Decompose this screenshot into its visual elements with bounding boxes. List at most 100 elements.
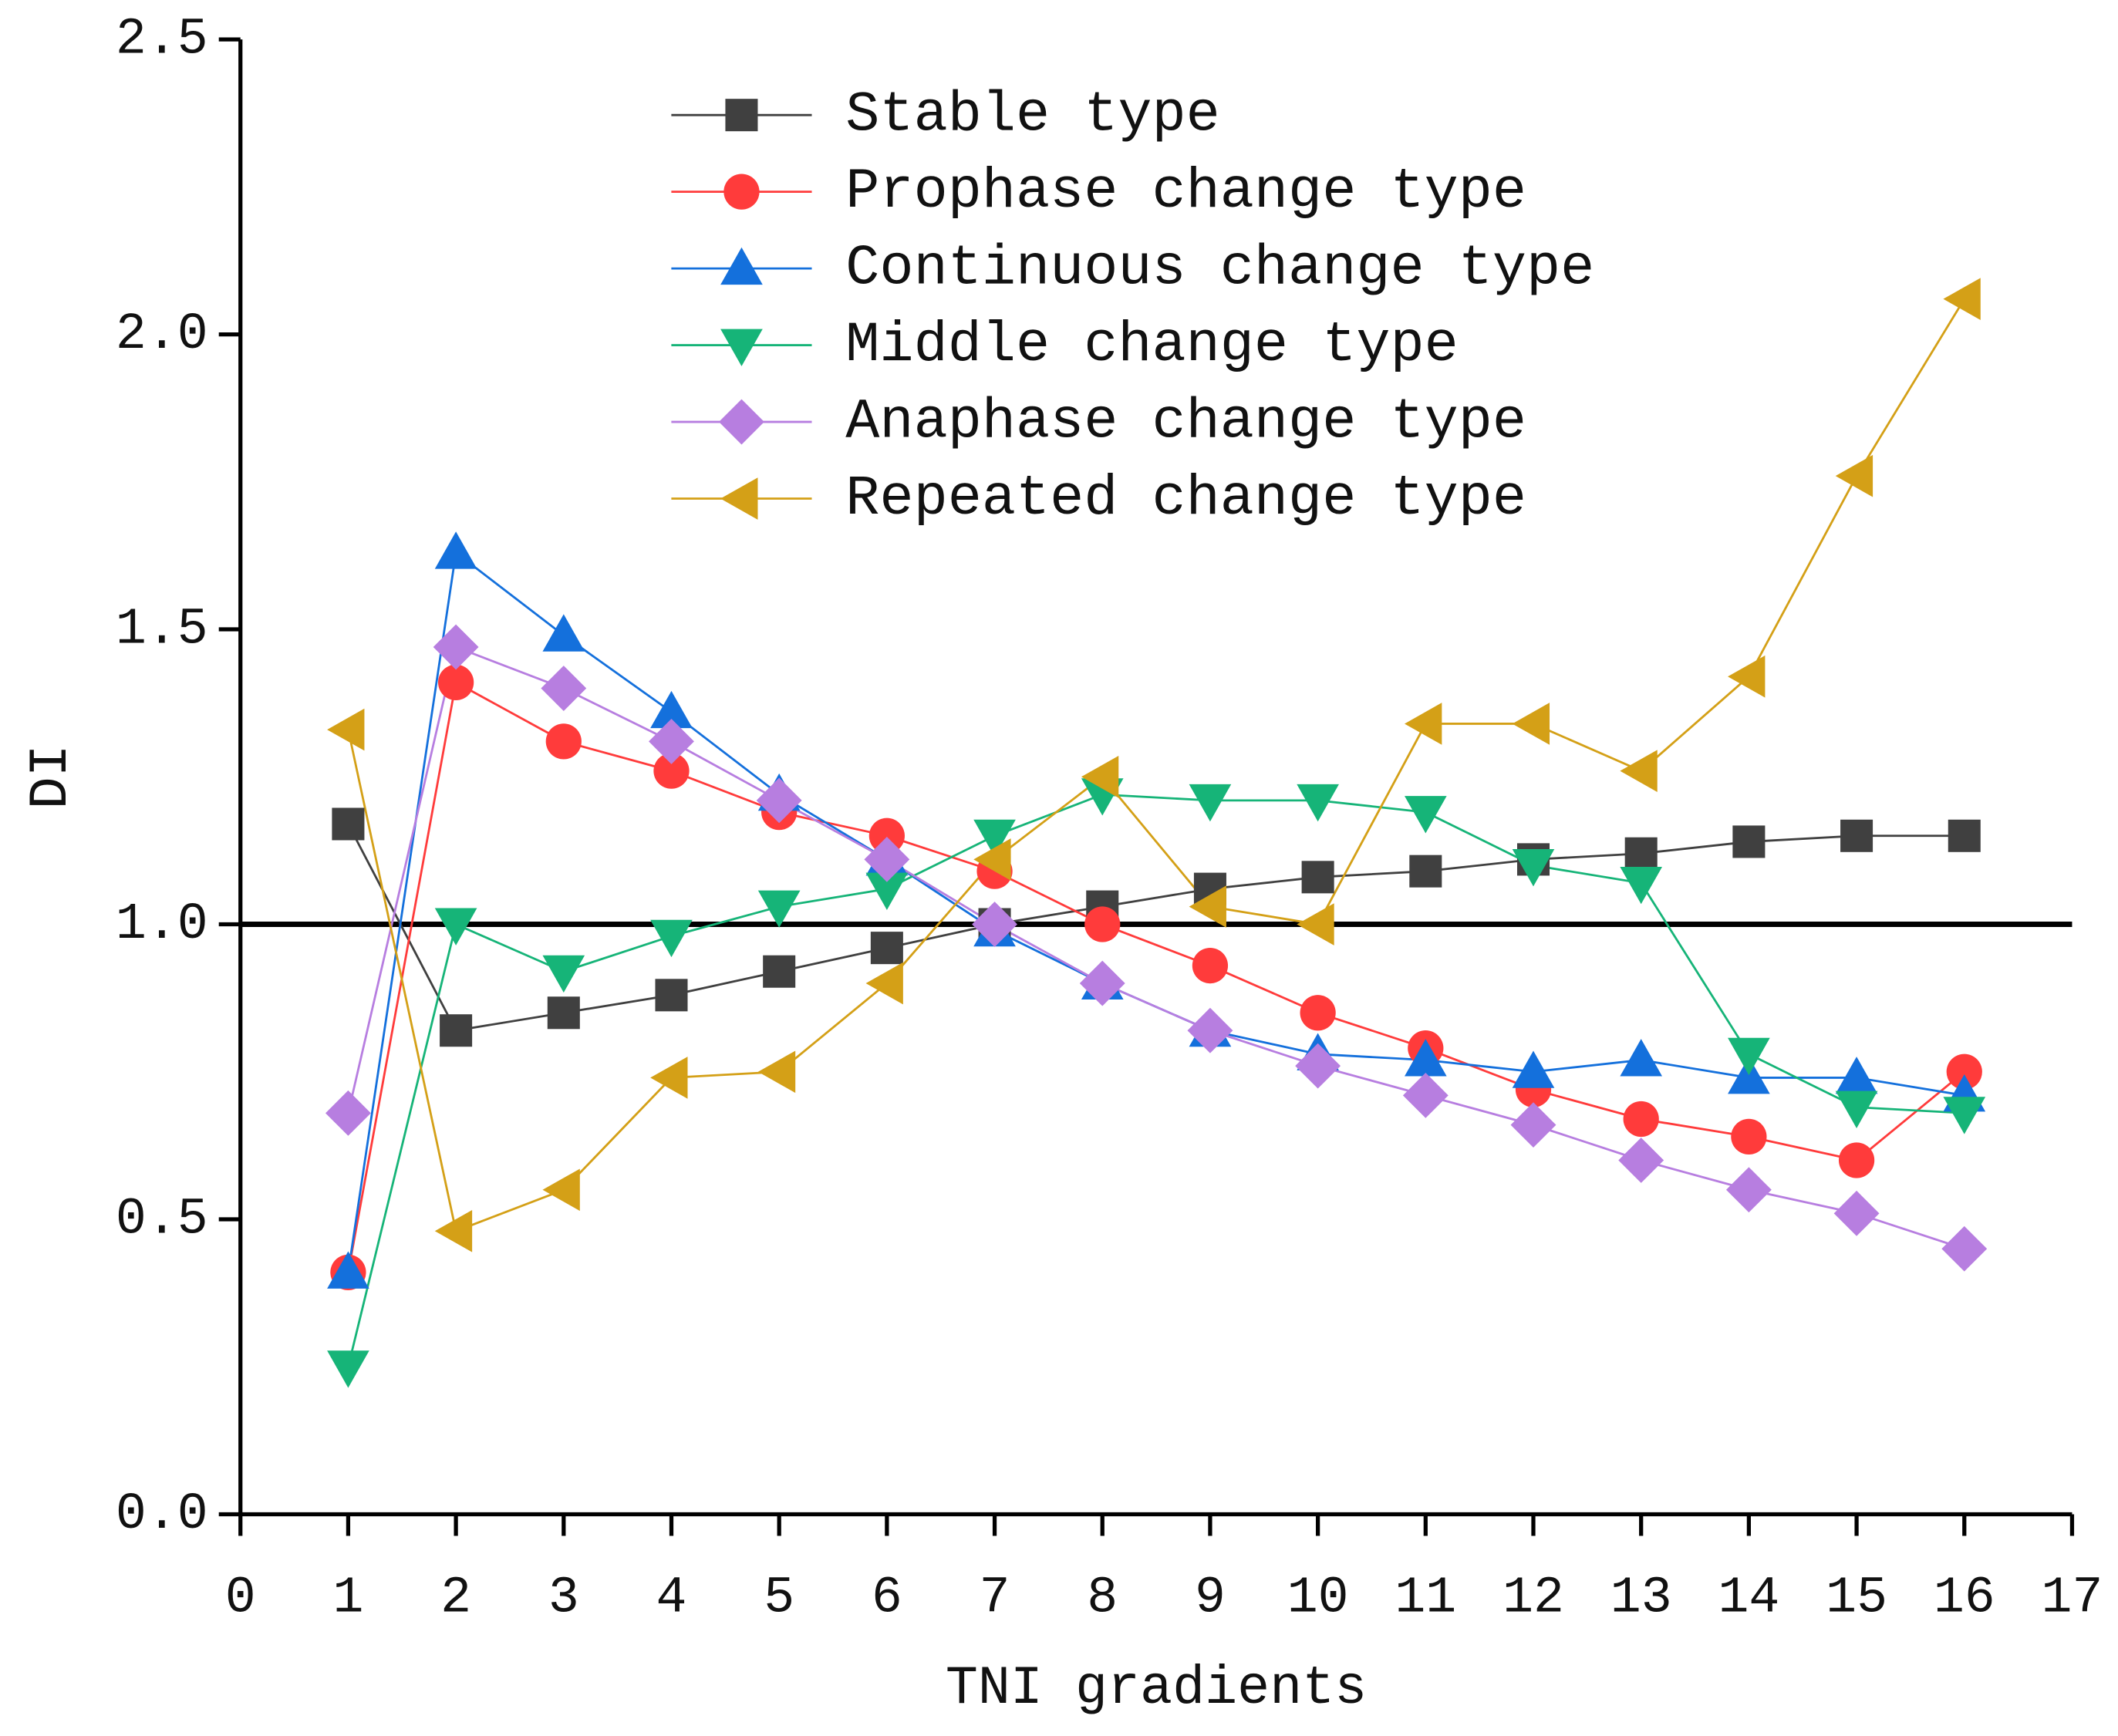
x-tick-label: 6 bbox=[872, 1569, 902, 1627]
data-point bbox=[542, 1168, 580, 1212]
series-line bbox=[347, 551, 1965, 1273]
x-tick-label: 16 bbox=[1934, 1569, 1995, 1627]
data-point bbox=[1732, 825, 1766, 858]
data-point bbox=[434, 531, 477, 569]
data-point bbox=[1404, 1039, 1447, 1077]
y-tick-label: 2.0 bbox=[116, 305, 208, 363]
data-point bbox=[1624, 837, 1658, 870]
data-point bbox=[1835, 1057, 1878, 1094]
data-point bbox=[972, 902, 1017, 947]
data-point bbox=[1297, 784, 1339, 822]
data-point bbox=[1620, 866, 1663, 905]
data-point bbox=[1620, 1039, 1663, 1077]
data-point bbox=[1512, 703, 1550, 745]
data-point bbox=[1840, 819, 1873, 852]
data-point bbox=[434, 1209, 473, 1252]
data-point bbox=[1948, 819, 1981, 852]
legend-label: Anaphase change type bbox=[845, 390, 1526, 454]
series-line bbox=[347, 680, 1965, 1273]
x-tick-label: 5 bbox=[764, 1569, 794, 1627]
legend-marker bbox=[723, 174, 760, 210]
data-point bbox=[650, 919, 693, 958]
data-point bbox=[1943, 1097, 1986, 1134]
data-point bbox=[1510, 1102, 1556, 1148]
data-point bbox=[1295, 1043, 1341, 1089]
data-point bbox=[1297, 903, 1334, 946]
data-point bbox=[1838, 1142, 1875, 1178]
data-point bbox=[865, 872, 909, 910]
data-point bbox=[650, 690, 693, 729]
data-point bbox=[1623, 1101, 1659, 1138]
data-point bbox=[542, 955, 585, 993]
series-line bbox=[347, 793, 1965, 1367]
data-point bbox=[868, 817, 905, 854]
data-point bbox=[763, 955, 796, 988]
data-point bbox=[1409, 855, 1442, 888]
data-point bbox=[1946, 1053, 1982, 1090]
legend-label: Continuous change type bbox=[845, 238, 1594, 302]
data-point bbox=[1192, 947, 1229, 984]
x-tick-label: 11 bbox=[1395, 1569, 1456, 1627]
legend-marker bbox=[725, 99, 758, 132]
data-point bbox=[1731, 1118, 1767, 1155]
data-point bbox=[1512, 1050, 1555, 1088]
x-tick-label: 17 bbox=[2042, 1569, 2103, 1627]
data-point bbox=[332, 807, 365, 841]
x-tick-label: 14 bbox=[1718, 1569, 1779, 1627]
x-tick-label: 0 bbox=[225, 1569, 256, 1627]
x-tick-label: 13 bbox=[1610, 1569, 1672, 1627]
data-point bbox=[1300, 995, 1336, 1031]
x-tick-label: 7 bbox=[980, 1569, 1010, 1627]
data-point bbox=[1301, 861, 1334, 894]
data-point bbox=[865, 962, 903, 1005]
x-tick-label: 8 bbox=[1087, 1569, 1118, 1627]
data-point bbox=[1187, 1007, 1233, 1053]
data-point bbox=[1943, 278, 1981, 320]
data-point bbox=[437, 664, 474, 701]
y-tick-label: 1.5 bbox=[116, 601, 208, 659]
legend-marker bbox=[720, 329, 763, 366]
data-point bbox=[973, 819, 1016, 858]
data-point bbox=[1728, 1057, 1770, 1094]
series-line bbox=[347, 646, 1965, 1250]
data-point bbox=[1725, 1167, 1772, 1213]
data-point bbox=[541, 666, 587, 711]
y-tick-label: 1.0 bbox=[116, 895, 208, 953]
y-tick-label: 0.5 bbox=[116, 1191, 208, 1249]
data-point bbox=[1618, 1138, 1664, 1183]
data-point bbox=[545, 723, 582, 760]
data-point bbox=[870, 932, 903, 965]
data-point bbox=[757, 890, 801, 928]
data-point bbox=[1189, 784, 1232, 822]
data-point bbox=[864, 836, 910, 882]
y-tick-label: 2.5 bbox=[116, 11, 208, 69]
legend-label: Stable type bbox=[845, 84, 1220, 148]
series-line bbox=[347, 298, 1965, 1233]
data-point bbox=[655, 979, 688, 1012]
x-tick-label: 9 bbox=[1195, 1569, 1226, 1627]
legend-label: Prophase change type bbox=[845, 160, 1526, 224]
x-axis-title: TNI gradients bbox=[946, 1659, 1367, 1720]
data-point bbox=[327, 1350, 369, 1388]
y-axis-title: DI bbox=[22, 744, 83, 809]
x-tick-label: 1 bbox=[332, 1569, 363, 1627]
data-point bbox=[1404, 703, 1442, 745]
legend-marker bbox=[719, 399, 764, 445]
data-point bbox=[1620, 750, 1658, 792]
data-point bbox=[650, 1057, 688, 1099]
data-point bbox=[542, 614, 585, 652]
x-tick-label: 10 bbox=[1287, 1569, 1349, 1627]
legend-label: Middle change type bbox=[845, 314, 1458, 378]
x-tick-label: 4 bbox=[656, 1569, 687, 1627]
data-point bbox=[1189, 885, 1226, 928]
data-point bbox=[1084, 906, 1121, 942]
data-point bbox=[440, 1014, 473, 1047]
x-tick-label: 2 bbox=[440, 1569, 471, 1627]
data-point bbox=[1835, 454, 1873, 497]
y-tick-label: 0.0 bbox=[116, 1485, 208, 1543]
data-point bbox=[653, 753, 690, 789]
data-point bbox=[1402, 1072, 1449, 1118]
legend-marker bbox=[720, 477, 758, 520]
